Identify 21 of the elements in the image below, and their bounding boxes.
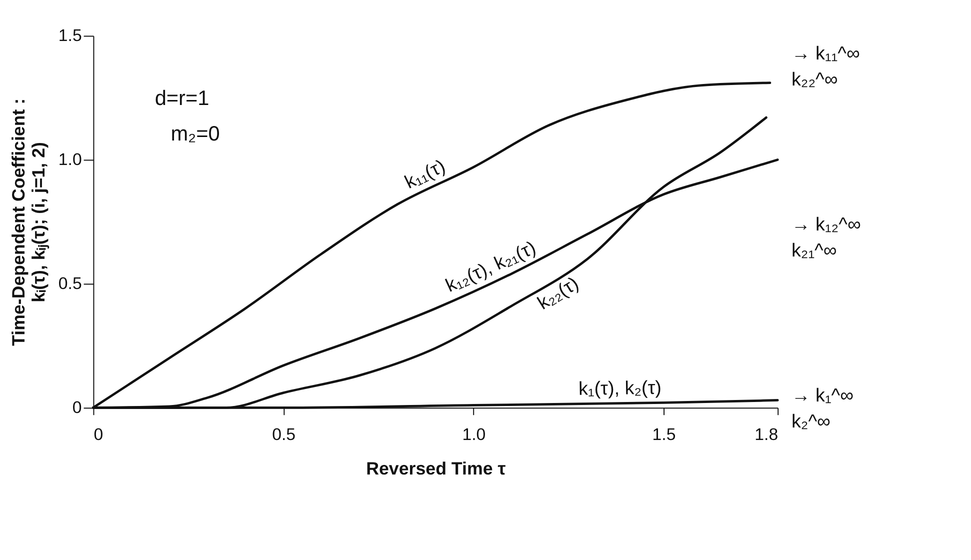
y-tick-label: 1.0 <box>58 150 82 170</box>
text: → k₁₂^∞ <box>791 214 861 235</box>
annotation: m₂=0 <box>170 122 220 146</box>
y-tick-label: 1.5 <box>58 26 82 46</box>
x-tick-label: 0 <box>94 424 104 444</box>
x-tick-label: 1.0 <box>462 424 486 444</box>
text: k₂₂^∞ <box>791 68 838 90</box>
series-label: k₁(τ), k₂(τ) <box>578 376 662 399</box>
text: k₁₁(τ) <box>401 155 448 192</box>
x-tick-label: 1.8 <box>754 424 778 444</box>
text: k₂^∞ <box>791 410 830 432</box>
text: → k₁^∞ <box>791 384 854 406</box>
x-tick-label: 1.5 <box>652 424 676 444</box>
y-tick-label: 0 <box>72 398 82 418</box>
annotation: d=r=1 <box>154 86 210 110</box>
text: → k₁₁^∞ <box>791 42 860 64</box>
y-axis-title: Time-Dependent Coefficient : kᵢ(τ), kᵢⱼ(τ); (i, j=1, 2) <box>8 98 50 346</box>
text: k₂₁^∞ <box>791 239 837 260</box>
y-tick-label: 0.5 <box>58 274 82 294</box>
x-tick-label: 0.5 <box>272 424 296 444</box>
x-axis-title: Reversed Time τ <box>366 458 506 479</box>
